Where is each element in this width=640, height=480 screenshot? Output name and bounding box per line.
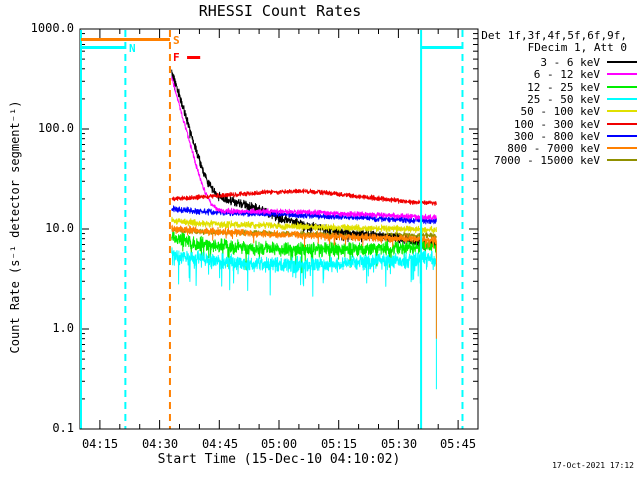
annotation-lines-under (79, 30, 464, 429)
y-tick-0.1: 0.1 (52, 421, 74, 435)
flare-flag-label: F (173, 51, 180, 64)
y-tick-1000: 1000.0 (30, 21, 74, 35)
x-tick-0545: 05:45 (439, 437, 477, 451)
y-tick-100: 100.0 (37, 121, 74, 135)
legend-item-12-25-kev: 12 - 25 keV (527, 80, 637, 94)
trace-50-100keV (171, 216, 437, 234)
flag-bar-S (80, 38, 170, 41)
legend-line-swatch (607, 98, 637, 100)
legend-label: 50 - 100 keV (520, 104, 600, 118)
legend-item-7000-15000-kev: 7000 - 15000 keV (494, 153, 637, 167)
trace-300-800keV (171, 205, 437, 225)
legend-line-swatch (607, 61, 637, 63)
legend-item-25-50-kev: 25 - 50 keV (527, 92, 637, 106)
axes-frame-and-ticks (79, 28, 479, 430)
saa-flag-label: S (173, 34, 180, 47)
x-axis-title: Start Time (15-Dec-10 04:10:02) (157, 452, 401, 467)
y-tick-10: 10.0 (45, 221, 74, 235)
x-tick-0515: 05:15 (320, 437, 358, 451)
legend-line-swatch (607, 135, 637, 137)
x-tick-0500: 05:00 (260, 437, 298, 451)
night-flag-label: N (129, 42, 136, 55)
legend-label: 100 - 300 keV (513, 117, 600, 131)
legend-label: 7000 - 15000 keV (494, 153, 600, 167)
generation-timestamp: 17-Oct-2021 17:12 (552, 461, 634, 470)
legend-label: 6 - 12 keV (533, 67, 600, 81)
legend-line-swatch (607, 86, 637, 88)
legend-line-swatch (607, 147, 637, 149)
y-axis-title: Count Rate (s⁻¹ detector segment⁻¹) (8, 100, 22, 354)
legend-label: 300 - 800 keV (513, 129, 600, 143)
legend-line-swatch (607, 73, 637, 75)
legend-line-swatch (607, 159, 637, 161)
legend-line-swatch (607, 123, 637, 125)
trace-100-300keV (171, 188, 437, 206)
legend-header-decimation: FDecim 1, Att 0 (527, 41, 627, 54)
legend-item-50-100-kev: 50 - 100 keV (520, 104, 637, 118)
legend-label: 25 - 50 keV (527, 92, 600, 106)
legend-item-300-800-kev: 300 - 800 keV (513, 129, 637, 143)
count-rate-traces (171, 69, 437, 390)
legend-header-detectors: Det 1f,3f,4f,5f,6f,9f, (481, 29, 627, 42)
observation-flag-bars (80, 38, 463, 59)
trace-25-50keV (171, 247, 437, 390)
page-title: RHESSI Count Rates (198, 2, 362, 20)
legend-label: 12 - 25 keV (527, 80, 600, 94)
flag-bar-N (80, 46, 126, 49)
legend-item-100-300-kev: 100 - 300 keV (513, 117, 637, 131)
flag-bar-night-right (421, 46, 463, 49)
x-tick-0530: 05:30 (380, 437, 418, 451)
legend-item-800-7000-kev: 800 - 7000 keV (507, 141, 637, 155)
flag-bar-F (187, 56, 201, 59)
trace-800-7000keV (171, 224, 437, 339)
x-tick-0415: 04:15 (81, 437, 119, 451)
legend-item-3-6-kev: 3 - 6 keV (540, 55, 637, 69)
legend-label: 800 - 7000 keV (507, 141, 600, 155)
legend-line-swatch (607, 110, 637, 112)
legend-label: 3 - 6 keV (540, 55, 600, 69)
y-tick-1: 1.0 (52, 321, 74, 335)
x-tick-0430: 04:30 (141, 437, 179, 451)
x-tick-0445: 04:45 (201, 437, 239, 451)
trace-6-12keV (171, 76, 437, 221)
legend-item-6-12-kev: 6 - 12 keV (533, 67, 637, 81)
